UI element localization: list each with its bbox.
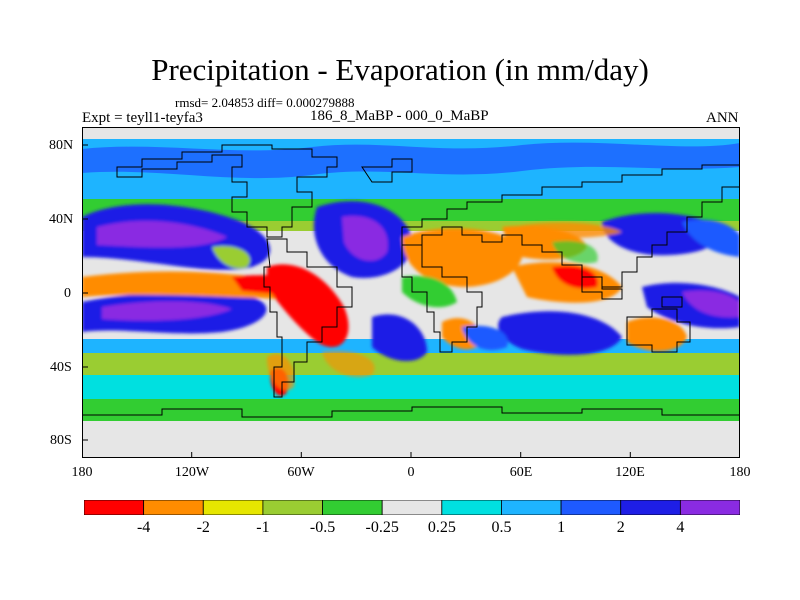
colorbar-swatch (501, 500, 562, 515)
colorbar-label: -0.25 (365, 519, 399, 536)
colorbar (84, 500, 740, 515)
colorbar-swatch (679, 500, 740, 515)
colorbar-label: -2 (196, 519, 210, 536)
colorbar-swatch (143, 500, 204, 515)
colorbar-label: 4 (676, 519, 685, 536)
plot-title: Precipitation - Evaporation (in mm/day) (151, 52, 649, 87)
colorbar-swatch (381, 500, 443, 515)
precip-evap-field (82, 127, 740, 458)
lat-label-40n: 40N (49, 212, 74, 227)
experiment-label: Expt = teyll1-teyfa3 (82, 110, 203, 126)
colorbar-swatch (262, 500, 323, 515)
lon-label-120w: 120W (174, 465, 210, 480)
colorbar-swatch (202, 500, 264, 515)
coastlines (82, 144, 740, 418)
map-panel (82, 127, 740, 458)
colorbar-label: 0.25 (427, 519, 456, 536)
colorbar-swatch (84, 500, 145, 515)
lon-label-60e: 60E (509, 465, 533, 480)
lat-label-eq: 0 (64, 286, 71, 301)
colorbar-label: 0.5 (491, 519, 512, 536)
lon-label-60w: 60W (287, 465, 315, 480)
lat-label-80s: 80S (50, 433, 72, 448)
season-label: ANN (706, 110, 739, 126)
colorbar-label: 1 (557, 519, 566, 536)
colorbar-swatch (322, 500, 383, 515)
colorbar-swatch (441, 500, 502, 515)
colorbar-label: -1 (256, 519, 270, 536)
lon-label-120e: 120E (615, 465, 645, 480)
colorbar-label: 2 (616, 519, 625, 536)
stats-label: rmsd= 2.04853 diff= 0.000279888 (175, 95, 355, 110)
lat-label-40s: 40S (50, 360, 72, 375)
lon-label-0: 0 (407, 465, 415, 480)
colorbar-label: -4 (136, 519, 151, 536)
lat-label-80n: 80N (49, 138, 74, 153)
lon-label-180w: 180 (71, 465, 93, 480)
axis-ticks (82, 144, 631, 458)
colorbar-label: -0.5 (309, 519, 336, 536)
period-label: 186_8_MaBP - 000_0_MaBP (310, 108, 489, 124)
colorbar-swatch (560, 500, 622, 515)
lon-label-180e: 180 (729, 465, 751, 480)
colorbar-swatch (620, 500, 681, 515)
